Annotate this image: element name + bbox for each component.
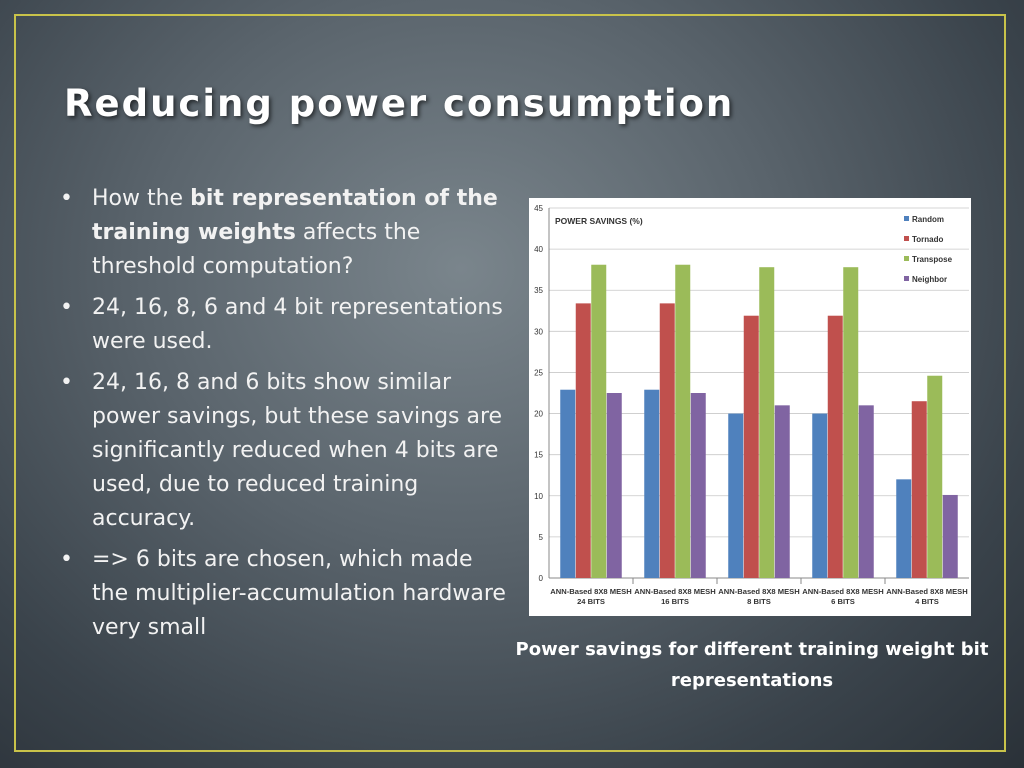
legend-label: Neighbor	[912, 275, 947, 284]
bar-transpose-4	[927, 375, 943, 578]
bar-neighbor-3	[858, 405, 874, 578]
x-tick-label: ANN-Based 8X8 MESH	[802, 587, 883, 596]
x-tick-label: 6 BITS	[831, 597, 855, 606]
y-tick-label: 40	[534, 245, 543, 254]
legend-swatch-neighbor	[904, 276, 909, 281]
bullet-item: How the bit representation of the traini…	[60, 182, 510, 284]
bar-transpose-2	[759, 267, 775, 578]
y-tick-label: 35	[534, 286, 543, 295]
bar-random-4	[896, 479, 912, 578]
bullet-item: => 6 bits are chosen, which made the mul…	[60, 543, 510, 645]
chart-title: POWER SAVINGS (%)	[555, 216, 643, 226]
bar-random-3	[812, 413, 828, 578]
legend-swatch-random	[904, 216, 909, 221]
bullet-item: 24, 16, 8, 6 and 4 bit representations w…	[60, 291, 510, 359]
x-tick-label: 8 BITS	[747, 597, 771, 606]
bar-tornado-3	[827, 315, 843, 578]
y-tick-label: 5	[539, 533, 544, 542]
bar-neighbor-1	[690, 393, 706, 578]
x-tick-label: ANN-Based 8X8 MESH	[886, 587, 967, 596]
x-tick-label: 24 BITS	[577, 597, 605, 606]
x-tick-label: 16 BITS	[661, 597, 689, 606]
legend-swatch-transpose	[904, 256, 909, 261]
legend-swatch-tornado	[904, 236, 909, 241]
y-tick-label: 10	[534, 492, 543, 501]
slide-frame	[14, 14, 1006, 752]
bar-transpose-0	[591, 264, 607, 578]
y-tick-label: 0	[539, 574, 544, 583]
legend-label: Tornado	[912, 235, 944, 244]
bullet-text-post: affects the threshold computation?	[92, 220, 421, 279]
y-tick-label: 20	[534, 410, 543, 419]
bar-tornado-2	[743, 315, 759, 578]
bar-random-2	[728, 413, 744, 578]
bar-random-0	[560, 389, 576, 578]
bar-tornado-4	[911, 401, 927, 578]
y-tick-label: 45	[534, 204, 543, 213]
chart-container: 0 5 10 15 20 25 30 35 40 45 ANN-Based 8X8 MESH 24 …	[529, 198, 971, 616]
bar-transpose-1	[675, 264, 691, 578]
bar-neighbor-0	[606, 393, 622, 578]
bullet-item: 24, 16, 8 and 6 bits show similar power …	[60, 366, 510, 536]
y-tick-label: 15	[534, 451, 543, 460]
legend-label: Random	[912, 215, 944, 224]
bar-transpose-3	[843, 267, 859, 578]
bar-neighbor-4	[942, 494, 958, 578]
bar-tornado-0	[575, 303, 591, 578]
chart-caption: Power savings for different training wei…	[515, 639, 989, 691]
y-tick-label: 30	[534, 327, 543, 336]
bullet-text-bold: bit representation of the training weigh…	[92, 186, 498, 245]
bar-neighbor-2	[774, 405, 790, 578]
x-tick-label: ANN-Based 8X8 MESH	[550, 587, 631, 596]
slide-title: Reducing power consumption	[64, 82, 735, 125]
legend-label: Transpose	[912, 255, 953, 264]
y-tick-label: 25	[534, 368, 543, 377]
x-tick-label: ANN-Based 8X8 MESH	[718, 587, 799, 596]
x-tick-label: ANN-Based 8X8 MESH	[634, 587, 715, 596]
bullet-list: How the bit representation of the traini…	[60, 182, 510, 652]
bullet-text-pre: How the	[92, 186, 191, 211]
bar-random-1	[644, 389, 660, 578]
x-tick-label: 4 BITS	[915, 597, 939, 606]
bar-tornado-1	[659, 303, 675, 578]
